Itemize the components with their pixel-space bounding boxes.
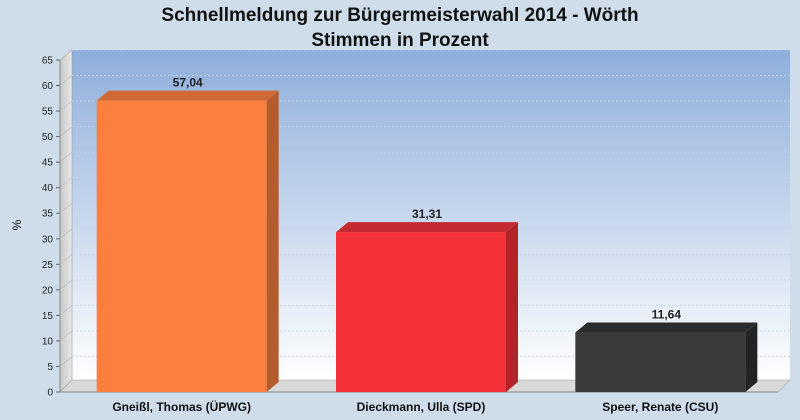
grid-line-wall	[59, 177, 73, 188]
y-tick-label: 10	[42, 336, 54, 347]
grid-line-wall	[59, 356, 73, 367]
grid-line-wall	[59, 305, 73, 316]
y-tick-label: 35	[42, 209, 54, 220]
grid-line-wall	[59, 203, 73, 214]
value-label: 57,04	[173, 76, 203, 90]
category-label: Dieckmann, Ulla (SPD)	[357, 400, 486, 414]
bar-top	[336, 222, 518, 233]
bar-side	[745, 322, 758, 392]
grid-lines	[59, 49, 790, 367]
grid-line-wall	[59, 228, 73, 239]
bar-side	[506, 222, 518, 392]
plot-side-wall	[59, 49, 73, 393]
grid-line-wall	[59, 330, 73, 342]
value-label: 11,64	[652, 308, 682, 322]
category-label: Speer, Renate (CSU)	[602, 400, 718, 414]
bar-1	[96, 90, 279, 393]
bar-2	[336, 222, 518, 392]
bar-front	[575, 332, 746, 392]
bar-front	[336, 232, 506, 392]
y-tick-label: 40	[42, 183, 54, 194]
y-tick-label: 50	[42, 132, 54, 143]
grid-line-wall	[59, 49, 73, 61]
y-tick-label: 5	[47, 362, 53, 373]
y-tick-label: 45	[42, 158, 54, 169]
chart-title: Schnellmeldung zur Bürgermeisterwahl 201…	[161, 5, 638, 26]
chart-subtitle: Stimmen in Prozent	[311, 30, 489, 51]
y-tick-label: 25	[42, 260, 54, 271]
grid-line-wall	[59, 151, 73, 163]
grid-line-wall	[59, 75, 73, 86]
y-tick-label: 60	[42, 81, 54, 92]
bar-top	[96, 90, 279, 101]
value-label: 31,31	[412, 207, 442, 221]
value-labels: 57,04 31,31 11,64	[173, 76, 682, 322]
category-label: Gneißl, Thomas (ÜPWG)	[112, 399, 251, 414]
bar-top	[575, 322, 758, 333]
y-tick-label: 20	[42, 285, 54, 296]
y-tick-label: 65	[42, 56, 54, 67]
y-tick-label: 30	[42, 234, 54, 245]
y-tick-label: 0	[47, 388, 53, 399]
bars	[96, 90, 758, 393]
bar-side	[266, 90, 279, 393]
y-tick-label: 55	[42, 107, 54, 118]
grid-line-wall	[59, 279, 73, 291]
grid-line-wall	[59, 100, 73, 112]
grid-line-wall	[59, 126, 73, 137]
y-tick-label: 15	[42, 311, 54, 322]
grid-line-wall	[59, 254, 73, 265]
y-axis-ticks: 0 5 10 15 20 25 30 35 40 45 50 55 60 65	[42, 56, 60, 399]
category-labels: Gneißl, Thomas (ÜPWG) Dieckmann, Ulla (SP…	[112, 399, 718, 414]
bar-3	[575, 322, 758, 392]
bar-front	[96, 100, 267, 393]
y-axis-label: %	[10, 219, 24, 230]
